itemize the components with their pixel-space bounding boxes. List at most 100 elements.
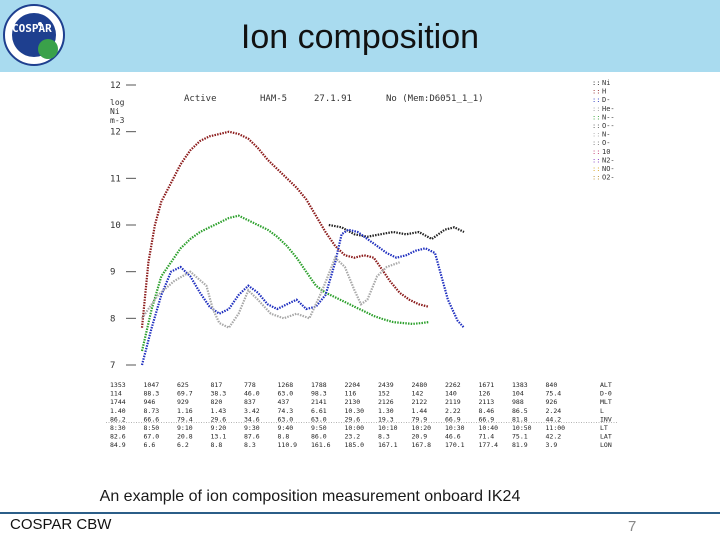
- table-cell: 10:30: [445, 424, 465, 432]
- table-cell: 10.30: [345, 407, 365, 415]
- y-tick-label: 10: [110, 221, 121, 231]
- table-cell: 1671: [479, 381, 495, 389]
- table-row-label: INV: [600, 415, 612, 423]
- table-cell: 8.3: [378, 433, 390, 441]
- table-cell: 170.1: [445, 441, 465, 449]
- table-cell: 817: [211, 381, 223, 389]
- table-cell: 81.9: [512, 441, 528, 449]
- table-cell: 2130: [345, 398, 361, 406]
- table-cell: 2122: [412, 398, 428, 406]
- legend-swatch: ::: [592, 122, 600, 130]
- table-cell: 10:00: [345, 424, 365, 432]
- table-cell: 167.1: [378, 441, 398, 449]
- page-title: Ion composition: [240, 18, 480, 56]
- page-number: 7: [628, 518, 637, 535]
- table-cell: 10:40: [479, 424, 499, 432]
- table-cell: 2141: [311, 398, 327, 406]
- table-cell: 44.2: [546, 415, 562, 423]
- table-cell: 142: [412, 390, 424, 398]
- table-cell: 42.2: [546, 433, 562, 441]
- title-bar: [0, 0, 720, 72]
- table-cell: 167.8: [412, 441, 432, 449]
- legend-entry: O-: [602, 139, 610, 147]
- table-cell: 13.1: [211, 433, 227, 441]
- chart-top-labels: Active HAM-5 27.1.91 No (Mem:D6051_1_1): [184, 94, 484, 104]
- legend-entry: 10: [602, 148, 610, 156]
- legend-entry: Ni: [602, 79, 610, 87]
- table-cell: 3.9: [546, 441, 558, 449]
- top-label: No (Mem:D6051_1_1): [386, 94, 484, 104]
- legend-entry: H: [602, 88, 606, 96]
- table-cell: 86.5: [512, 407, 528, 415]
- table-cell: 71.4: [479, 433, 495, 441]
- table-row-label: D-0: [600, 390, 612, 398]
- table-cell: 110.9: [278, 441, 298, 449]
- legend-entry: N-: [602, 131, 610, 139]
- table-cell: 116: [345, 390, 357, 398]
- legend-swatch: ::: [592, 96, 600, 104]
- chart-background: [106, 73, 618, 465]
- table-cell: 75.1: [512, 433, 528, 441]
- y-tick-label: 12: [110, 128, 121, 138]
- table-cell: 86.0: [311, 433, 327, 441]
- table-cell: 2113: [479, 398, 495, 406]
- table-cell: 63.0: [311, 415, 327, 423]
- table-cell: 34.6: [244, 415, 260, 423]
- ylabel-line: m-3: [110, 116, 125, 125]
- table-cell: 840: [546, 381, 558, 389]
- legend-entry: NO-: [602, 165, 615, 173]
- table-cell: 6.6: [144, 441, 156, 449]
- ylabel-line: log: [110, 98, 125, 107]
- table-cell: 69.7: [177, 390, 193, 398]
- table-cell: 8.8: [211, 441, 223, 449]
- table-cell: 185.0: [345, 441, 365, 449]
- table-cell: 1268: [278, 381, 294, 389]
- table-row-label: LAT: [600, 433, 612, 441]
- table-cell: 2119: [445, 398, 461, 406]
- table-cell: 38.3: [211, 390, 227, 398]
- table-cell: 8:30: [110, 424, 126, 432]
- table-cell: 8.73: [144, 407, 160, 415]
- table-cell: 9:50: [311, 424, 327, 432]
- ylabel-line: Ni: [110, 107, 120, 116]
- table-cell: 1.44: [412, 407, 428, 415]
- legend-swatch: ::: [592, 131, 600, 139]
- table-cell: 9:30: [244, 424, 260, 432]
- table-cell: 3.42: [244, 407, 260, 415]
- table-cell: 63.0: [278, 390, 294, 398]
- table-cell: 2.22: [445, 407, 461, 415]
- table-cell: 67.0: [144, 433, 160, 441]
- legend-entry: O--: [602, 122, 615, 130]
- legend-entry: N--: [602, 113, 615, 121]
- table-cell: 9:10: [177, 424, 193, 432]
- table-cell: 29.6: [211, 415, 227, 423]
- table-cell: 82.6: [110, 433, 126, 441]
- series-line: [141, 255, 400, 330]
- table-cell: 20.8: [177, 433, 193, 441]
- table-row-label: ALT: [600, 381, 612, 389]
- legend-swatch: ::: [592, 174, 600, 182]
- table-cell: 114: [110, 390, 122, 398]
- table-cell: 2204: [345, 381, 361, 389]
- table-cell: 74.3: [278, 407, 294, 415]
- table-cell: 1.40: [110, 407, 126, 415]
- legend-swatch: ::: [592, 79, 600, 87]
- table-cell: 10:10: [378, 424, 398, 432]
- table-cell: 2262: [445, 381, 461, 389]
- table-row-label: LT: [600, 424, 608, 432]
- table-cell: 79.9: [412, 415, 428, 423]
- y-tick-label: 12: [110, 81, 121, 91]
- top-label: HAM-5: [260, 94, 287, 104]
- legend-swatch: ::: [592, 156, 600, 164]
- legend-entry: D-: [602, 96, 610, 104]
- table-cell: 9:20: [211, 424, 227, 432]
- table-cell: 2126: [378, 398, 394, 406]
- table-cell: 10:50: [512, 424, 532, 432]
- table-cell: 1744: [110, 398, 126, 406]
- table-cell: 1353: [110, 381, 126, 389]
- legend-entry: He-: [602, 105, 615, 113]
- legend-swatch: ::: [592, 165, 600, 173]
- table-cell: 8.8: [278, 433, 290, 441]
- table-cell: 8.46: [479, 407, 495, 415]
- table-cell: 1383: [512, 381, 528, 389]
